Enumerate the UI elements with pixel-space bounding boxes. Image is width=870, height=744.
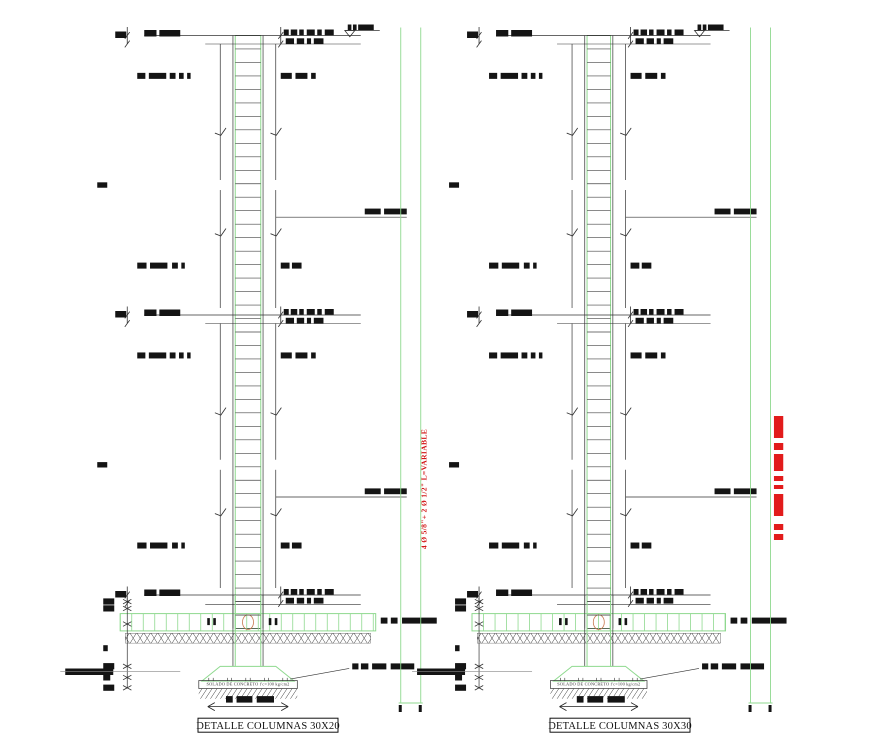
svg-text:DETALLE COLUMNAS 30X30: DETALLE COLUMNAS 30X30	[548, 721, 692, 732]
svg-text:SOLADO DE CONCRETO f'c=100 kg/: SOLADO DE CONCRETO f'c=100 kg/cm2	[557, 682, 640, 687]
svg-text:DETALLE COLUMNAS 30X20: DETALLE COLUMNAS 30X20	[196, 721, 340, 732]
svg-text:SOLADO DE CONCRETO f'c=100 kg/: SOLADO DE CONCRETO f'c=100 kg/cm2	[207, 682, 290, 687]
svg-text:4 Ø 5/8"+ 2 Ø 1/2" L=VARIABLE: 4 Ø 5/8"+ 2 Ø 1/2" L=VARIABLE	[419, 429, 428, 549]
